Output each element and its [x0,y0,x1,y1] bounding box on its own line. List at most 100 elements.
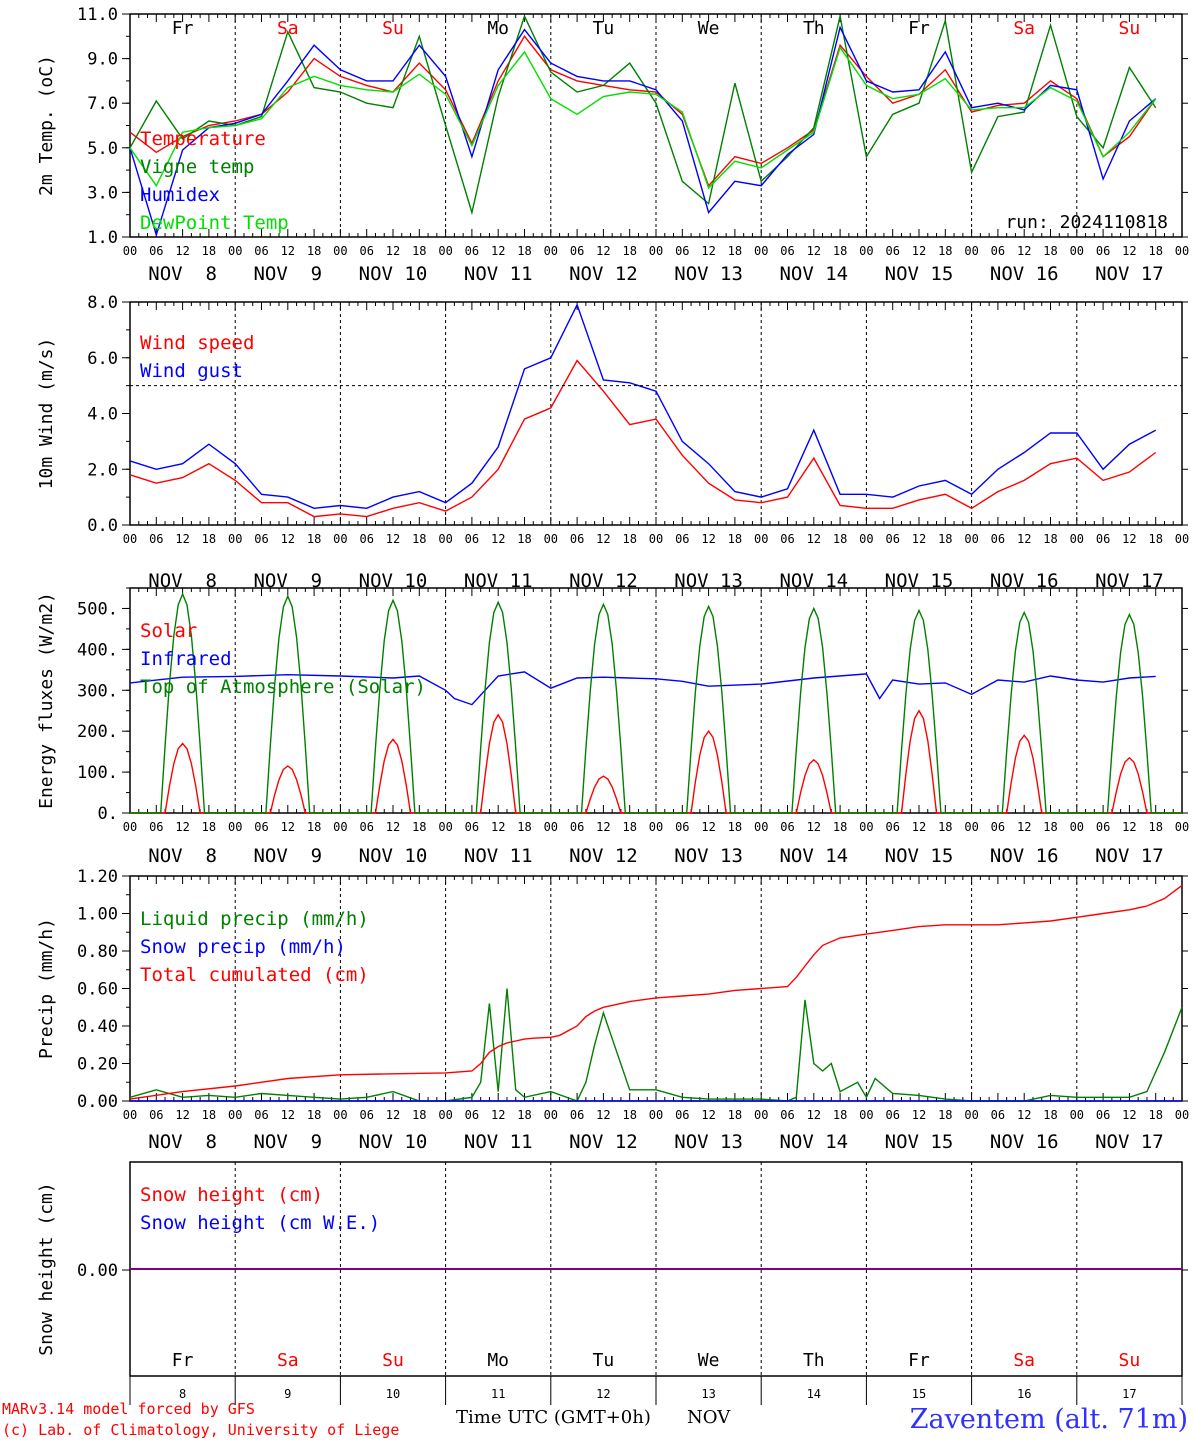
hour-label: 18 [622,244,636,258]
weekday-label: Sa [1013,18,1035,39]
hour-label: 06 [254,820,268,834]
date-label: NOV 15 [885,845,954,867]
date-label: NOV 9 [253,1131,322,1153]
hour-label: 18 [622,1108,636,1122]
hour-label: 18 [938,532,952,546]
hour-label: 06 [465,820,479,834]
date-label: NOV 15 [885,570,954,592]
hour-label: 00 [859,820,873,834]
hour-label: 12 [386,532,400,546]
weekday-label: Sa [277,18,299,39]
hour-label: 00 [1175,820,1189,834]
day-number: 8 [179,1387,186,1401]
hour-label: 18 [833,532,847,546]
hour-label: 06 [885,532,899,546]
hour-label: 06 [465,532,479,546]
hour-label: 18 [1043,532,1057,546]
series-line [129,25,1157,238]
series-line [129,45,1157,190]
hour-label: 18 [938,1108,952,1122]
legend-entry: Wind gust [140,360,243,382]
series-line [129,884,1183,1100]
hour-label: 00 [1175,1108,1189,1122]
weekday-label: Fr [172,18,194,39]
panel-frame [129,587,1183,814]
weekday-label: Tu [593,18,615,39]
hour-label: 06 [1096,244,1110,258]
hour-label: 06 [675,820,689,834]
hour-label: 18 [728,532,742,546]
hour-label: 12 [701,1108,715,1122]
weekday-label: Su [382,1350,404,1371]
y-tick-label: 0.00 [77,1092,118,1112]
hour-label: 18 [1043,820,1057,834]
date-label: NOV 11 [464,1131,533,1153]
hour-label: 00 [544,820,558,834]
hour-label: 06 [570,1108,584,1122]
hour-label: 06 [1096,532,1110,546]
panel-4: 00 06 12 18 00 06 12 18 00 06 12 18 00 06 12 18 00 06 12 18… [36,867,1189,1153]
series-line [129,14,1157,216]
hour-label: 00 [333,532,347,546]
legend-entry: Total cumulated (cm) [140,964,369,986]
hour-label: 06 [359,244,373,258]
date-label: NOV 16 [990,1131,1059,1153]
day-number: 15 [912,1387,926,1401]
date-label: NOV 13 [674,845,743,867]
date-label: NOV 15 [885,1131,954,1153]
hour-label: 18 [1148,1108,1162,1122]
station-name: Zaventem (alt. 71m) [910,1404,1188,1435]
date-label: NOV 14 [779,1131,848,1153]
weekday-label: Mo [487,18,509,39]
series-line [129,302,1157,510]
legend-entry: Wind speed [140,332,254,354]
hour-label: 06 [1096,1108,1110,1122]
day-number: 14 [807,1387,821,1401]
day-number: 16 [1017,1387,1031,1401]
panel-5: 0.00 Snow height (cm) Snow height (cm) Snow… [36,1161,1188,1405]
hour-label: 12 [807,820,821,834]
hour-label: 06 [570,532,584,546]
hour-label: 18 [1148,244,1162,258]
y-tick-label: 2.0 [87,460,118,480]
y-tick-label: 9.0 [87,50,118,70]
y-tick-label: 11.0 [77,5,118,25]
hour-label: 06 [1096,820,1110,834]
hour-label: 12 [807,1108,821,1122]
hour-label: 06 [675,1108,689,1122]
hour-label: 18 [1148,820,1162,834]
x-axis-title: Time UTC (GMT+0h) [456,1407,651,1428]
y-tick-label: 100. [77,763,118,783]
hour-label: 18 [1043,1108,1057,1122]
hour-label: 12 [281,244,295,258]
hour-label: 00 [228,532,242,546]
legend-entry: Snow height (cm) [140,1184,323,1206]
series-line [129,671,1156,706]
weekday-label: Th [803,1350,825,1371]
weekday-label: Fr [172,1350,194,1371]
y-tick-label: 0.80 [77,942,118,962]
y-tick-label: 0.40 [77,1017,118,1037]
hour-label: 00 [964,820,978,834]
date-label: NOV 11 [464,263,533,285]
hour-label: 00 [228,820,242,834]
hour-label: 06 [885,244,899,258]
x-axis-month: NOV [687,1407,731,1428]
weekday-label: Sa [1013,1350,1035,1371]
y-tick-label: 3.0 [87,183,118,203]
legend-entry: Top of Atmosphere (Solar) [140,676,426,698]
panel-3: 00 06 12 18 00 06 12 18 00 06 12 18 00 06 12 18 00 06 12 18… [36,587,1189,867]
hour-label: 00 [754,532,768,546]
hour-label: 00 [1175,532,1189,546]
hour-label: 12 [807,532,821,546]
weekday-label: Mo [487,1350,509,1371]
date-label: NOV 16 [990,263,1059,285]
hour-label: 00 [649,532,663,546]
hour-label: 12 [596,244,610,258]
date-label: NOV 9 [253,845,322,867]
y-tick-label: 7.0 [87,94,118,114]
date-label: NOV 9 [253,263,322,285]
hour-label: 00 [649,244,663,258]
series-line [130,592,1182,814]
hour-label: 18 [517,244,531,258]
